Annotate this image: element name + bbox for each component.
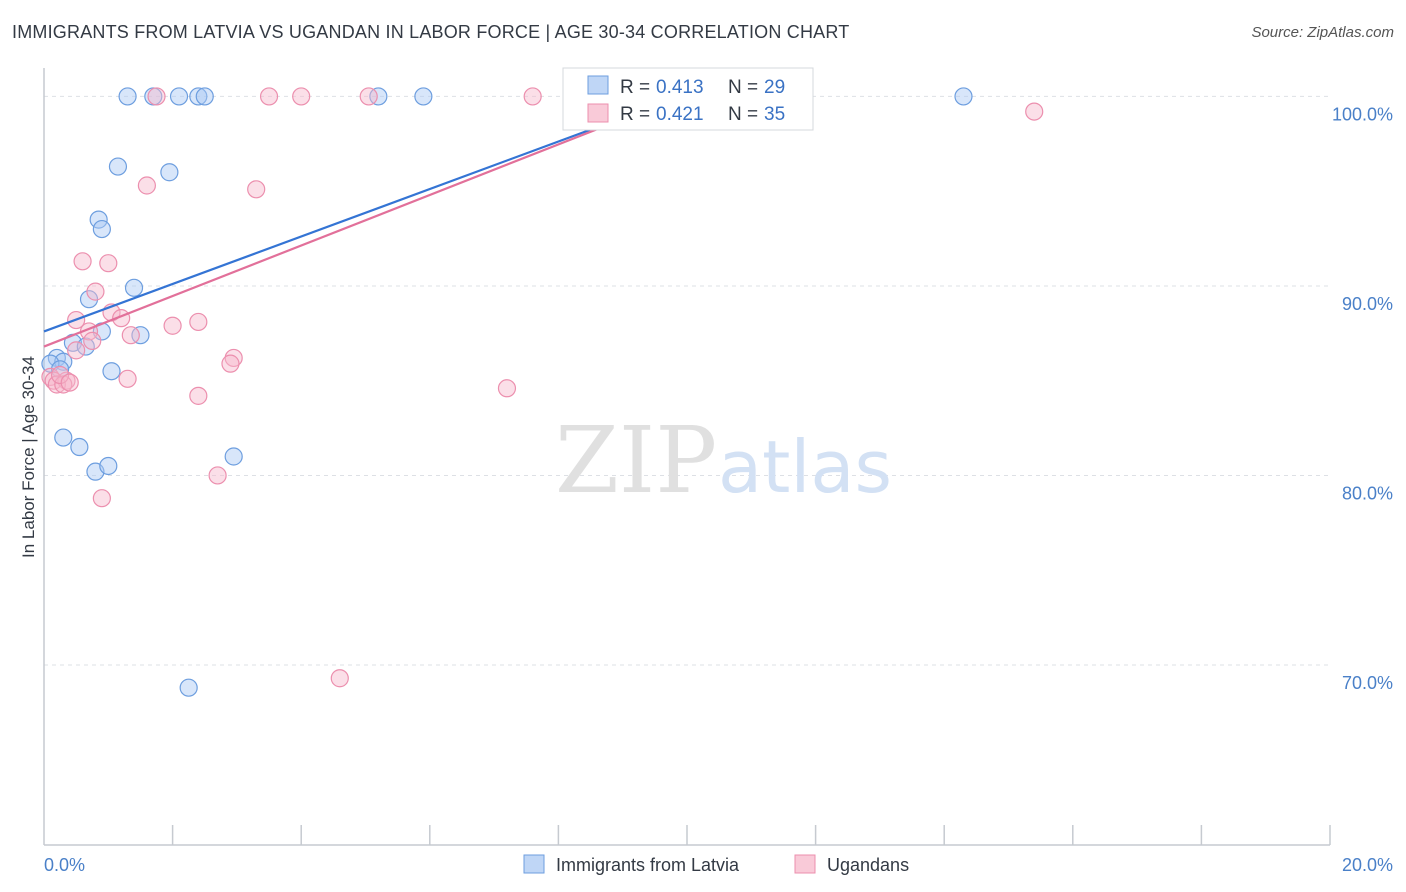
point-latvia [99, 456, 118, 476]
y-tick-label: 90.0% [1342, 294, 1393, 314]
point-ugandans [83, 331, 102, 350]
y-tick-labels: 100.0% 90.0% 80.0% 70.0% [1332, 104, 1393, 693]
legend-r-value-latvia: 0.413 [656, 77, 704, 98]
legend-r-label-latvia: R = [620, 77, 650, 98]
legend-n-value-ugandans: 35 [764, 104, 785, 125]
y-tick-label: 100.0% [1332, 104, 1393, 124]
point-ugandans [497, 379, 517, 398]
point-ugandans [224, 348, 243, 368]
x-tick-label: 0.0% [44, 855, 85, 875]
point-latvia [124, 278, 144, 297]
point-ugandans [330, 669, 349, 688]
point-latvia [414, 87, 433, 106]
legend-bottom: Immigrants from Latvia Ugandans [523, 854, 909, 875]
point-ugandans [99, 254, 118, 273]
point-ugandans [50, 365, 70, 385]
point-ugandans [523, 87, 542, 106]
point-latvia [50, 360, 70, 379]
point-latvia [160, 163, 179, 182]
trend-lines [43, 95, 681, 348]
x-ticks [171, 825, 1331, 845]
point-ugandans [67, 341, 86, 360]
point-ugandans [189, 386, 208, 405]
point-latvia [179, 678, 198, 697]
point-latvia [224, 447, 243, 466]
point-ugandans [121, 326, 140, 345]
point-latvia [118, 87, 137, 106]
gridlines [44, 95, 1330, 666]
point-ugandans [259, 87, 279, 106]
point-ugandans [86, 282, 105, 301]
point-ugandans [60, 373, 79, 392]
point-ugandans [359, 87, 378, 106]
x-tick-label: 20.0% [1342, 855, 1393, 875]
legend-swatch-latvia [587, 75, 609, 95]
point-ugandans [118, 369, 137, 388]
legend-n-label-latvia: N = [728, 77, 758, 98]
legend-bottom-label-ugandans: Ugandans [827, 855, 909, 875]
point-latvia [79, 290, 99, 309]
point-ugandans [208, 466, 227, 485]
legend-swatch-ugandans [587, 103, 609, 123]
chart-title: IMMIGRANTS FROM LATVIA VS UGANDAN IN LAB… [12, 22, 850, 42]
point-ugandans [247, 180, 266, 199]
legend-r-value-ugandans: 0.421 [656, 104, 704, 125]
point-ugandans [1025, 102, 1044, 121]
legend-top: R = 0.413 N = 29 R = 0.421 N = 35 [562, 67, 814, 131]
watermark: ZIP atlas [555, 407, 892, 514]
y-axis-title: In Labor Force | Age 30-34 [19, 356, 38, 558]
legend-n-value-latvia: 29 [764, 77, 785, 98]
point-ugandans [221, 354, 240, 373]
point-ugandans [189, 312, 208, 332]
y-tick-label: 80.0% [1342, 483, 1393, 503]
point-ugandans [54, 375, 73, 394]
trendline-ugandans [43, 95, 681, 348]
point-latvia [54, 428, 73, 447]
point-ugandans [292, 87, 311, 106]
series-latvia-points [41, 87, 973, 697]
watermark-atlas: atlas [718, 425, 892, 509]
point-latvia [102, 362, 121, 381]
point-latvia [169, 87, 189, 106]
series-ugandans-points [41, 87, 1044, 688]
legend-bottom-label-latvia: Immigrants from Latvia [556, 855, 740, 875]
point-latvia [131, 326, 150, 345]
point-latvia [89, 210, 108, 229]
point-latvia [189, 87, 208, 106]
x-tick-labels: 0.0% 20.0% [44, 855, 1393, 875]
point-ugandans [147, 87, 166, 106]
point-ugandans [163, 316, 182, 335]
legend-bottom-swatch-latvia [523, 854, 545, 874]
point-latvia [70, 437, 89, 457]
point-latvia [195, 87, 214, 106]
source-label: Source: ZipAtlas.com [1251, 24, 1394, 41]
point-ugandans [137, 176, 156, 195]
watermark-zip: ZIP [555, 407, 717, 514]
legend-n-label-ugandans: N = [728, 104, 758, 125]
trendline-latvia [43, 95, 681, 333]
point-latvia [369, 87, 388, 106]
point-ugandans [73, 252, 92, 271]
legend-r-label-ugandans: R = [620, 104, 650, 125]
point-latvia [954, 87, 973, 106]
point-ugandans [92, 489, 111, 508]
y-tick-label: 70.0% [1342, 673, 1393, 693]
point-latvia [108, 157, 128, 176]
point-latvia [92, 219, 111, 239]
legend-bottom-swatch-ugandans [794, 854, 816, 874]
